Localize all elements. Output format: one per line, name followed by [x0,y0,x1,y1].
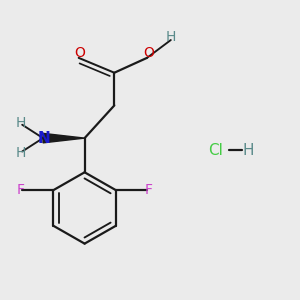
Text: H: H [16,146,26,160]
Text: H: H [242,142,254,158]
Text: O: O [143,46,154,60]
Polygon shape [43,134,85,143]
Text: H: H [16,116,26,130]
Text: F: F [17,183,25,197]
Text: O: O [75,46,86,60]
Text: Cl: Cl [208,142,223,158]
Text: F: F [145,183,152,197]
Text: N: N [38,130,51,146]
Text: H: H [166,30,176,44]
